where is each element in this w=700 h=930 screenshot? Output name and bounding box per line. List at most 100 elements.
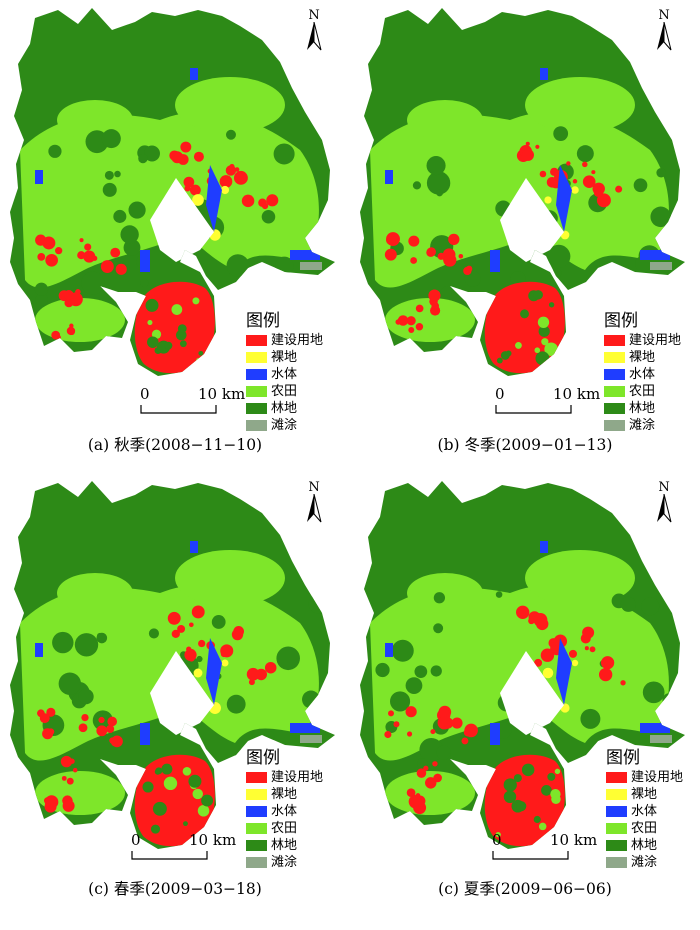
- forest-patch: [503, 790, 517, 804]
- built-up-patch: [415, 304, 424, 313]
- forest-patch: [113, 209, 127, 223]
- forest-patch: [642, 681, 665, 704]
- built-up-area: [484, 281, 565, 374]
- forest-patch: [195, 357, 202, 364]
- forest-patch: [192, 297, 200, 305]
- forest-patch: [226, 254, 250, 277]
- forest-patch: [553, 126, 569, 142]
- built-up-patch: [79, 238, 84, 243]
- map-legend: 图例 建设用地 裸地 水体 农田 林地 滩涂: [606, 743, 683, 871]
- built-up-patch: [229, 163, 235, 169]
- legend-swatch: [246, 386, 267, 397]
- water-body: [540, 68, 548, 80]
- scale-start-label: 0: [492, 831, 502, 849]
- built-up-patch: [406, 731, 413, 737]
- water-body: [290, 250, 320, 260]
- built-up-patch: [582, 175, 596, 189]
- forest-patch: [550, 788, 561, 800]
- legend-item: 建设用地: [606, 769, 683, 786]
- legend-label: 建设用地: [271, 333, 324, 348]
- forest-patch: [515, 341, 522, 349]
- legend-label: 水体: [629, 367, 656, 382]
- forest-patch: [551, 268, 562, 279]
- legend-item: 水体: [606, 803, 683, 820]
- legend-item: 裸地: [246, 349, 323, 366]
- built-up-patch: [451, 717, 463, 729]
- legend-label: 水体: [271, 804, 298, 819]
- bare-land-patch: [220, 185, 230, 195]
- built-up-patch: [233, 170, 248, 185]
- forest-patch: [544, 342, 558, 357]
- built-up-patch: [533, 612, 548, 627]
- built-up-patch: [188, 655, 195, 662]
- built-up-patch: [408, 235, 420, 247]
- legend-label: 裸地: [271, 350, 298, 365]
- forest-patch: [179, 340, 187, 348]
- built-up-patch: [183, 176, 195, 188]
- scale-end-label: 10 km: [550, 831, 598, 849]
- built-up-patch: [219, 175, 233, 188]
- built-up-patch: [109, 737, 116, 744]
- scale-bar: 0 10 km: [131, 831, 251, 871]
- built-up-patch: [98, 727, 105, 734]
- land-use-map: [10, 8, 335, 376]
- built-up-area: [484, 754, 565, 847]
- built-up-patch: [45, 253, 58, 267]
- built-up-patch: [234, 167, 240, 172]
- forest-patch: [58, 672, 82, 695]
- legend-item: 建设用地: [246, 332, 323, 349]
- forest-patch: [548, 302, 555, 308]
- forest-patch: [430, 665, 442, 677]
- forest-patch: [541, 338, 549, 346]
- scale-end-label: 10 km: [553, 385, 601, 403]
- legend-item: 滩涂: [606, 854, 683, 871]
- legend-swatch: [606, 823, 627, 834]
- map-legend: 图例 建设用地 裸地 水体 农田 林地 滩涂: [604, 306, 681, 434]
- built-up-patch: [566, 161, 571, 166]
- north-arrow-icon: N: [653, 8, 675, 52]
- built-up-patch: [231, 628, 244, 641]
- built-up-patch: [77, 251, 86, 260]
- built-up-patch: [258, 198, 267, 208]
- bay-water: [150, 178, 214, 262]
- scale-bar: 0 10 km: [495, 385, 615, 425]
- forest-patch: [496, 357, 503, 364]
- legend-item: 农田: [246, 820, 323, 837]
- built-up-patch: [604, 657, 615, 667]
- legend-title: 图例: [606, 748, 640, 768]
- forest-patch: [192, 788, 203, 800]
- built-up-patch: [171, 151, 184, 164]
- built-up-patch: [432, 761, 438, 767]
- forest-patch: [538, 822, 547, 831]
- forest-patch: [81, 271, 105, 295]
- legend-swatch: [604, 335, 625, 346]
- built-up-area: [134, 281, 215, 374]
- built-up-patch: [393, 721, 400, 728]
- built-up-patch: [255, 668, 267, 681]
- water-body: [190, 365, 200, 371]
- built-up-patch: [406, 316, 416, 326]
- built-up-patch: [107, 716, 118, 727]
- forest-patch: [183, 821, 188, 827]
- built-up-patch: [522, 149, 534, 161]
- forest-patch: [648, 282, 657, 290]
- legend-swatch: [246, 420, 267, 431]
- legend-label: 农田: [631, 821, 658, 836]
- forest-patch: [96, 632, 108, 644]
- north-label: N: [308, 8, 320, 23]
- legend-item: 建设用地: [604, 332, 681, 349]
- built-up-patch: [55, 246, 63, 255]
- built-up-patch: [598, 667, 613, 682]
- built-up-patch: [582, 161, 588, 168]
- built-up-patch: [429, 297, 438, 306]
- water-body: [190, 541, 198, 553]
- built-up-patch: [46, 707, 56, 717]
- forest-patch: [554, 768, 561, 775]
- built-up-patch: [37, 253, 46, 261]
- forest-patch: [656, 168, 666, 178]
- legend-swatch: [246, 857, 267, 868]
- built-up-patch: [83, 250, 96, 263]
- forest-patch: [201, 794, 214, 807]
- built-up-patch: [539, 170, 547, 178]
- built-up-patch: [423, 765, 429, 771]
